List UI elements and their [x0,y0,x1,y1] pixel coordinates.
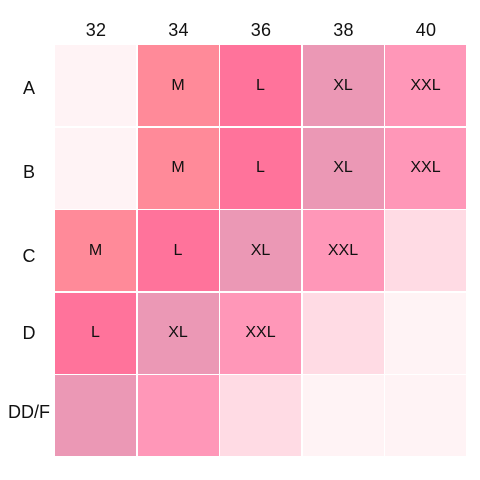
size-cell: XXL [302,210,384,291]
size-cell [385,210,466,291]
size-cell: L [220,127,301,209]
size-cell: XL [302,45,384,126]
size-cell [55,45,136,126]
size-cell [137,375,219,456]
size-cell: XL [220,210,301,291]
size-cell [302,292,384,374]
size-cell: XL [137,292,219,374]
size-cell: XXL [220,292,301,374]
size-cell: M [137,45,219,126]
size-cell [385,375,466,456]
row-header-b: B [22,162,35,182]
size-cell: L [137,210,219,291]
column-header-34: 34 [168,20,189,40]
size-cell [55,127,136,209]
column-header-36: 36 [250,20,272,40]
column-header-32: 32 [85,20,107,40]
row-header-a: A [22,78,35,98]
size-cell [55,375,136,456]
row-header-c: C [22,246,36,266]
size-cell: L [55,292,136,374]
size-cell [302,375,384,456]
column-header-38: 38 [333,20,354,40]
size-cell: XXL [385,45,466,126]
size-cell: M [137,127,219,209]
size-cell: XL [302,127,384,209]
size-cell [385,292,466,374]
size-cell: L [220,45,301,126]
row-header-dd-f: DD/F [8,402,50,422]
row-header-d: D [22,323,36,343]
column-header-40: 40 [415,20,437,40]
size-cell: M [55,210,136,291]
size-cell [220,375,301,456]
size-cell: XXL [385,127,466,209]
